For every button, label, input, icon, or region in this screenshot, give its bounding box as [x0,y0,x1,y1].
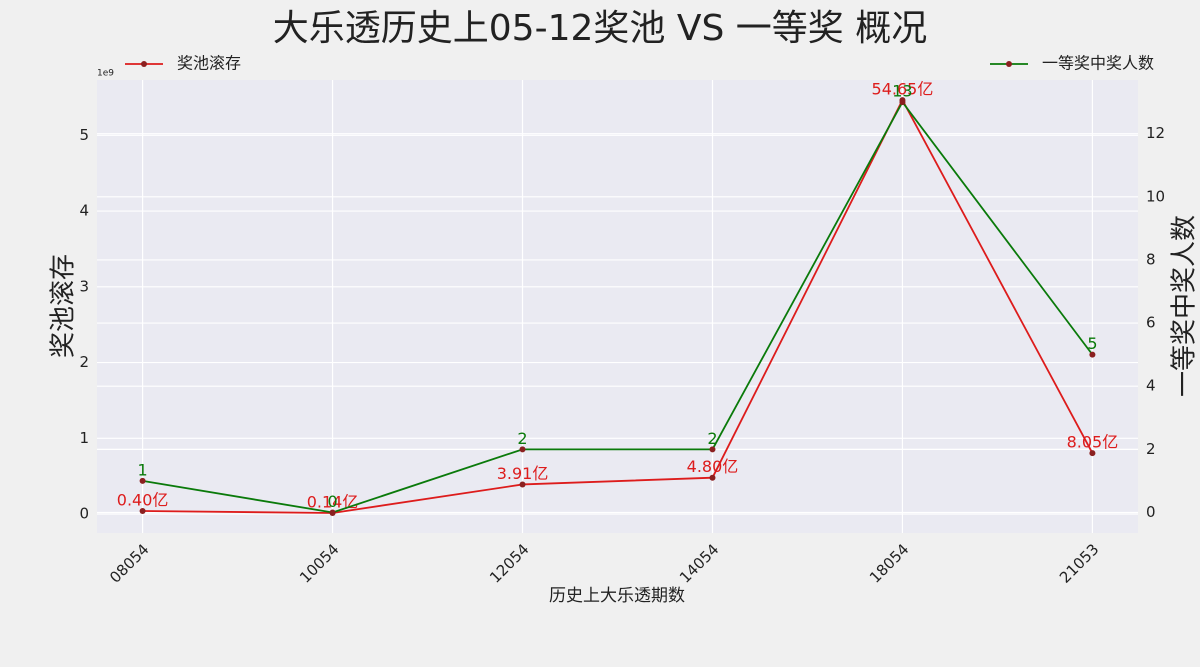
data-label: 0 [327,492,337,511]
y-axis-label: 奖池滚存 [49,254,79,358]
legend-marker [141,61,147,67]
x-tick-label: 12054 [486,540,532,586]
y-offset-label: 1e9 [97,69,114,79]
data-label: 5 [1087,334,1097,353]
legend-marker [1006,61,1012,67]
marker [139,508,146,515]
marker [1089,351,1096,358]
x-tick-label: 14054 [676,540,722,586]
x-tick-label: 10054 [296,540,342,586]
y-tick-label: 5 [79,126,89,144]
marker [139,477,146,484]
plot-area [97,80,1138,533]
x-tick-label: 08054 [106,540,152,586]
marker [899,99,906,106]
y2-tick-label: 4 [1146,377,1156,395]
y2-axis-label: 一等奖中奖人数 [1170,215,1200,397]
y2-tick-label: 0 [1146,503,1156,521]
y2-tick-label: 12 [1146,124,1165,142]
data-label: 2 [517,429,527,448]
y2-tick-label: 8 [1146,250,1156,268]
x-axis-label: 历史上大乐透期数 [549,586,685,606]
y2-tick-label: 2 [1146,440,1156,458]
marker [709,446,716,453]
legend-label: 奖池滚存 [177,54,241,73]
y-tick-label: 1 [79,429,89,447]
legend-label: 一等奖中奖人数 [1042,54,1154,73]
data-label: 0.14亿 [307,493,359,512]
y-tick-label: 0 [79,505,89,523]
data-label: 1 [137,460,147,479]
series-line [142,98,1094,514]
x-tick-label: 21053 [1056,540,1102,586]
marker [329,509,336,516]
data-label: 3.91亿 [497,464,549,483]
marker [1089,450,1096,457]
y-tick-label: 2 [79,353,89,371]
data-label: 2 [707,429,717,448]
y2-tick-label: 10 [1146,187,1165,205]
data-label: 8.05亿 [1067,433,1119,452]
series-line [142,100,1094,514]
y2-tick-label: 6 [1146,314,1156,332]
marker [519,481,526,488]
data-label: 0.40亿 [117,491,169,510]
data-label: 13 [892,82,912,101]
data-label: 54.65亿 [872,80,934,99]
marker [519,446,526,453]
chart-title: 大乐透历史上05-12奖池 VS 一等奖 概况 [273,8,927,49]
y-tick-label: 4 [79,202,89,220]
marker [709,474,716,481]
data-label: 4.80亿 [687,457,739,476]
x-tick-label: 18054 [866,540,912,586]
y-tick-label: 3 [79,277,89,295]
